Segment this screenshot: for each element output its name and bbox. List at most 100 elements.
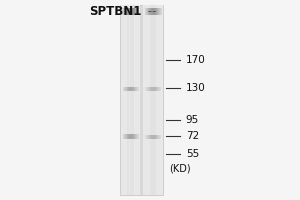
- Text: --: --: [144, 5, 157, 18]
- Bar: [146, 87, 147, 91]
- Bar: [143, 5, 163, 195]
- Bar: [125, 134, 126, 139]
- Bar: [149, 87, 150, 91]
- Bar: [126, 87, 127, 91]
- Bar: [155, 8, 156, 15]
- Bar: [147, 87, 148, 91]
- Bar: [138, 87, 139, 91]
- Bar: [157, 8, 158, 15]
- Bar: [156, 8, 157, 15]
- Bar: [124, 87, 125, 91]
- Text: 130: 130: [186, 83, 206, 93]
- Bar: [151, 8, 152, 15]
- Bar: [129, 87, 130, 91]
- Bar: [151, 87, 152, 91]
- Bar: [133, 134, 134, 139]
- Bar: [148, 87, 149, 91]
- Text: 72: 72: [186, 131, 199, 141]
- Bar: [145, 8, 146, 15]
- Bar: [123, 134, 124, 139]
- Bar: [150, 87, 151, 91]
- Text: 95: 95: [186, 115, 199, 125]
- Bar: [125, 8, 126, 15]
- Bar: [149, 135, 150, 139]
- Bar: [132, 134, 133, 139]
- Text: SPTBN1: SPTBN1: [89, 5, 141, 18]
- Bar: [150, 135, 151, 139]
- Bar: [120, 5, 164, 195]
- Text: 55: 55: [186, 149, 199, 159]
- Bar: [138, 134, 139, 139]
- Bar: [128, 134, 129, 139]
- Bar: [153, 87, 154, 91]
- Bar: [136, 87, 137, 91]
- Bar: [126, 134, 127, 139]
- Bar: [136, 8, 137, 15]
- Bar: [134, 87, 135, 91]
- Bar: [132, 8, 133, 15]
- Bar: [155, 87, 156, 91]
- Bar: [160, 87, 161, 91]
- Bar: [130, 87, 131, 91]
- Bar: [129, 8, 130, 15]
- Bar: [122, 8, 123, 15]
- Bar: [130, 134, 131, 139]
- Bar: [146, 135, 147, 139]
- Bar: [138, 8, 139, 15]
- Bar: [123, 8, 124, 15]
- Bar: [159, 8, 160, 15]
- Bar: [127, 134, 128, 139]
- Bar: [129, 134, 130, 139]
- Bar: [155, 135, 156, 139]
- Bar: [123, 87, 124, 91]
- Bar: [130, 8, 131, 15]
- Bar: [159, 87, 160, 91]
- Bar: [135, 134, 136, 139]
- Bar: [160, 135, 161, 139]
- Bar: [127, 87, 128, 91]
- Bar: [137, 134, 138, 139]
- Bar: [147, 8, 148, 15]
- Bar: [158, 135, 159, 139]
- Bar: [156, 135, 157, 139]
- Bar: [148, 135, 149, 139]
- Bar: [153, 135, 154, 139]
- Bar: [160, 135, 161, 139]
- Bar: [131, 87, 132, 91]
- Bar: [133, 8, 134, 15]
- Bar: [126, 8, 127, 15]
- Bar: [128, 8, 129, 15]
- Bar: [158, 8, 159, 15]
- Bar: [128, 87, 129, 91]
- Bar: [157, 87, 158, 91]
- Bar: [131, 8, 132, 15]
- Bar: [158, 87, 159, 91]
- Bar: [150, 8, 151, 15]
- Bar: [153, 8, 154, 15]
- Text: (KD): (KD): [169, 164, 191, 174]
- Bar: [152, 87, 153, 91]
- Bar: [124, 134, 125, 139]
- Bar: [132, 87, 133, 91]
- Bar: [131, 134, 132, 139]
- Bar: [160, 8, 161, 15]
- Bar: [133, 87, 134, 91]
- Bar: [152, 8, 153, 15]
- Bar: [152, 135, 153, 139]
- Bar: [121, 5, 140, 195]
- Bar: [154, 87, 155, 91]
- Bar: [135, 8, 136, 15]
- Bar: [157, 135, 158, 139]
- Bar: [146, 8, 147, 15]
- Bar: [160, 87, 161, 91]
- Bar: [154, 135, 155, 139]
- Bar: [161, 8, 162, 15]
- Bar: [125, 87, 126, 91]
- Bar: [136, 87, 137, 91]
- Bar: [148, 8, 149, 15]
- Bar: [134, 134, 135, 139]
- Bar: [136, 134, 137, 139]
- Bar: [137, 8, 138, 15]
- Bar: [149, 8, 150, 15]
- Bar: [135, 87, 136, 91]
